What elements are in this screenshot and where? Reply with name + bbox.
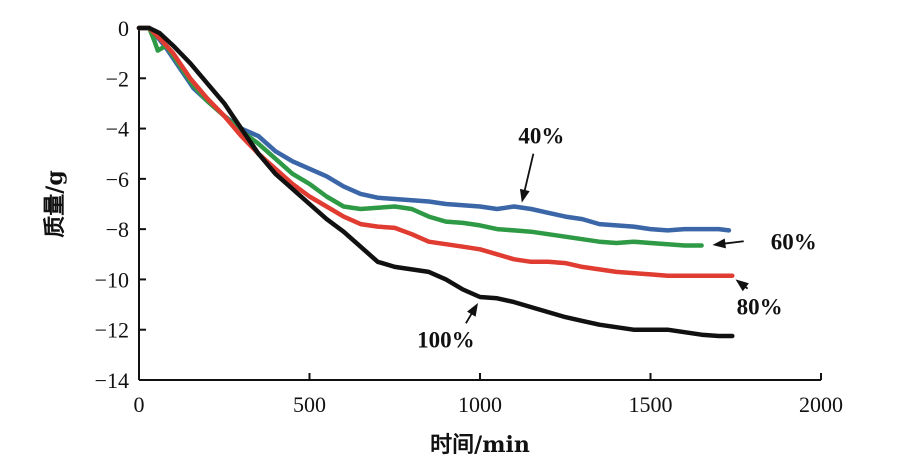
- axes: 0 500 1000 1500 2000 0 −2 −4 −6 −8 −10 −12 −14: [95, 16, 843, 417]
- annotation-arrowhead: [712, 238, 726, 249]
- x-axis-title: 时间/min: [430, 432, 530, 458]
- x-tick-label: 2000: [799, 392, 843, 417]
- x-tick-label: 1000: [458, 392, 502, 417]
- annotation-label: 80%: [737, 295, 783, 320]
- annotation-arrow-line: [523, 153, 535, 194]
- series-line-100pct: [136, 25, 735, 339]
- y-tick-label: −10: [95, 267, 129, 292]
- x-tick-label: 1500: [629, 392, 673, 417]
- x-tick-label: 0: [134, 392, 145, 417]
- annotation-arrowhead: [467, 302, 478, 317]
- y-tick-label: 0: [118, 16, 129, 41]
- y-tick-label: −14: [95, 368, 129, 393]
- series-lines: [136, 25, 735, 339]
- annotation-label: 100%: [417, 327, 475, 352]
- annotation-arrow-line: [722, 240, 744, 245]
- annotation-label: 60%: [771, 229, 817, 254]
- x-tick-label: 500: [293, 392, 326, 417]
- y-tick-label: −2: [106, 66, 129, 91]
- y-axis-title: 质量/g: [42, 170, 68, 237]
- y-tick-label: −6: [106, 167, 129, 192]
- annotation-arrowhead: [519, 188, 530, 203]
- y-tick-label: −12: [95, 318, 129, 343]
- series-line-80pct: [136, 25, 735, 278]
- series-line-40pct: [136, 25, 732, 233]
- annotation-arrowhead: [735, 279, 749, 292]
- series-line-60pct: [136, 25, 704, 248]
- y-tick-label: −4: [106, 117, 129, 142]
- annotation-label: 40%: [518, 124, 564, 149]
- annotations: 40% 60% 80% 100%: [417, 124, 817, 353]
- y-tick-label: −8: [106, 217, 129, 242]
